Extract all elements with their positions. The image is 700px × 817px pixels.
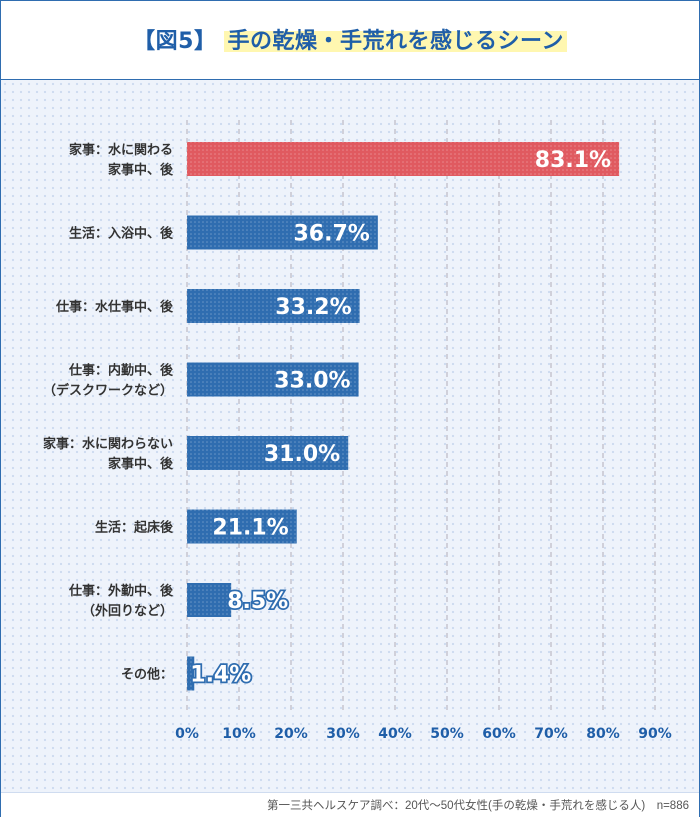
bar-value-label: 31.0% xyxy=(264,442,340,467)
x-tick-label: 40% xyxy=(378,726,412,742)
category-labels: 家事：水に関わる家事中、後生活：入浴中、後仕事：水仕事中、後仕事：内勤中、後（デ… xyxy=(43,142,174,683)
category-label: 仕事：内勤中、後 xyxy=(68,363,174,379)
x-tick-label: 0% xyxy=(175,726,199,742)
title-area: 【図5】 手の乾燥・手荒れを感じるシーン xyxy=(1,1,699,80)
grid-lines xyxy=(186,120,656,710)
category-label: （デスクワークなど） xyxy=(43,383,173,399)
x-tick-label: 30% xyxy=(326,726,360,742)
bar xyxy=(187,215,378,250)
bar-value-label: 21.1% xyxy=(212,516,288,541)
bar-value-label: 1.4% xyxy=(190,663,251,688)
bars: 83.1% 36.7% 33.2% 33.0% 31.0% 21.1% 8.5% 1.4% xyxy=(187,142,620,691)
category-label: 仕事：外勤中、後 xyxy=(68,583,174,599)
category-label: その他： xyxy=(121,667,173,683)
bar-value-label: 36.7% xyxy=(294,222,370,247)
x-tick-label: 50% xyxy=(430,726,464,742)
category-label: 仕事：水仕事中、後 xyxy=(55,299,174,315)
bar-value-label: 83.1% xyxy=(535,148,611,173)
bar xyxy=(187,509,297,544)
figure-label: 【図5】 xyxy=(133,29,217,54)
category-label: 家事：水に関わる xyxy=(69,142,173,158)
footer: 第一三共ヘルスケア調べ：20代〜50代女性(手の乾燥・手荒れを感じる人) n=8… xyxy=(1,792,699,817)
category-label: （外回りなど） xyxy=(82,603,173,619)
x-tick-label: 80% xyxy=(586,726,620,742)
bar xyxy=(187,142,620,176)
bar xyxy=(187,583,232,617)
category-label: 家事中、後 xyxy=(108,456,174,472)
bar xyxy=(187,656,195,691)
chart-title-main: 手の乾燥・手荒れを感じるシーン xyxy=(224,29,567,54)
category-label: 生活：起床後 xyxy=(95,520,174,536)
plot-area: 83.1% 36.7% 33.2% 33.0% 31.0% 21.1% 8.5% 1.4% 家… xyxy=(1,80,699,792)
bar-value-label: 33.0% xyxy=(274,369,350,394)
x-axis: 0% 10% 20% 30% 40% 50% 60% 70% 80% 90% xyxy=(175,726,672,742)
source-note: 第一三共ヘルスケア調べ：20代〜50代女性(手の乾燥・手荒れを感じる人) n=8… xyxy=(266,800,689,812)
bar xyxy=(187,436,349,470)
x-tick-label: 60% xyxy=(482,726,516,742)
x-tick-label: 90% xyxy=(638,726,672,742)
chart-title: 【図5】 手の乾燥・手荒れを感じるシーン xyxy=(1,23,699,55)
x-tick-label: 70% xyxy=(534,726,568,742)
bar-value-label: 8.5% xyxy=(227,589,288,614)
category-label: 生活：入浴中、後 xyxy=(69,226,174,242)
x-tick-label: 20% xyxy=(274,726,308,742)
bar xyxy=(187,362,359,397)
bar xyxy=(187,289,360,323)
bar-value-label: 33.2% xyxy=(275,295,351,320)
category-label: 家事：水に関わらない xyxy=(43,436,173,452)
category-label: 家事中、後 xyxy=(108,162,174,178)
bar-chart: 83.1% 36.7% 33.2% 33.0% 31.0% 21.1% 8.5% 1.4% 家… xyxy=(43,120,672,742)
x-tick-label: 10% xyxy=(222,726,256,742)
